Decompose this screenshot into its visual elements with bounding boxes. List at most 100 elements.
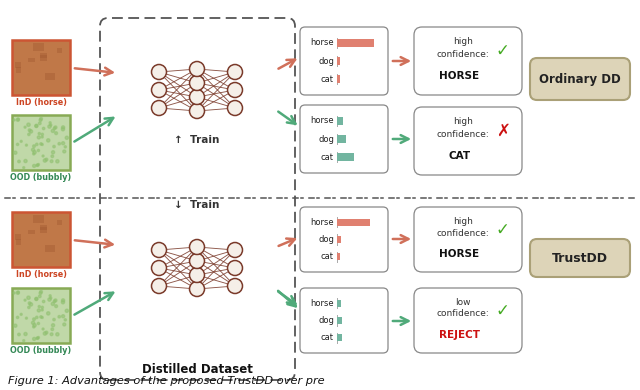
Bar [28, 58, 35, 62]
Text: OOD (bubbly): OOD (bubbly) [10, 346, 72, 355]
Circle shape [152, 101, 166, 115]
Point [37, 304, 47, 310]
Point [51, 130, 61, 136]
Bar [45, 245, 54, 252]
Point [13, 289, 23, 295]
FancyBboxPatch shape [414, 107, 522, 175]
Point [43, 137, 53, 144]
Point [47, 326, 58, 332]
Point [14, 332, 24, 338]
Point [12, 141, 22, 147]
Text: Figure 1: Advantages of the proposed TrustDD over pre: Figure 1: Advantages of the proposed Tru… [8, 376, 324, 386]
Point [32, 162, 42, 168]
Point [35, 120, 45, 126]
Point [31, 296, 42, 302]
Point [34, 303, 44, 310]
Point [60, 317, 70, 323]
Point [28, 147, 38, 153]
Bar [57, 220, 62, 225]
Point [58, 297, 68, 303]
FancyBboxPatch shape [530, 239, 630, 277]
Text: high: high [452, 37, 472, 46]
Point [51, 124, 61, 131]
Text: ✗: ✗ [495, 122, 509, 140]
Point [33, 147, 44, 154]
Point [38, 298, 49, 305]
Point [47, 153, 58, 160]
Circle shape [189, 268, 205, 282]
Point [54, 141, 65, 147]
Bar [12, 288, 70, 343]
Point [29, 143, 39, 149]
Circle shape [152, 83, 166, 98]
Point [37, 314, 47, 321]
Point [52, 158, 63, 165]
Point [61, 308, 72, 314]
Point [49, 125, 60, 131]
Point [40, 158, 50, 164]
FancyBboxPatch shape [414, 27, 522, 95]
Point [38, 153, 48, 159]
Point [45, 295, 56, 301]
Point [16, 138, 26, 144]
Circle shape [152, 261, 166, 275]
Point [36, 141, 46, 147]
Circle shape [152, 64, 166, 80]
Point [51, 303, 61, 309]
Point [24, 300, 35, 306]
Point [14, 158, 24, 165]
Point [42, 330, 52, 336]
Point [24, 131, 34, 138]
Bar [337, 117, 343, 125]
Circle shape [189, 282, 205, 296]
Point [58, 313, 68, 319]
Bar [33, 215, 44, 223]
Circle shape [227, 101, 243, 115]
Text: dog: dog [318, 235, 334, 244]
Point [38, 326, 48, 332]
Circle shape [152, 243, 166, 257]
Text: low: low [455, 298, 470, 307]
Point [52, 331, 63, 337]
Bar [40, 53, 47, 58]
Text: confidence:: confidence: [436, 130, 489, 139]
Point [13, 116, 23, 122]
Point [20, 124, 30, 130]
Point [54, 314, 65, 320]
Text: dog: dog [318, 57, 334, 66]
Point [33, 334, 44, 340]
Bar [40, 55, 47, 61]
Point [29, 151, 39, 157]
Point [29, 322, 40, 328]
Point [35, 117, 45, 123]
Circle shape [189, 103, 205, 119]
Point [45, 122, 56, 128]
FancyBboxPatch shape [300, 105, 388, 173]
Text: horse: horse [310, 299, 334, 308]
Text: CAT: CAT [448, 151, 470, 161]
Point [47, 158, 57, 164]
Bar [337, 253, 340, 261]
Point [33, 320, 44, 326]
Text: dog: dog [318, 135, 334, 144]
Text: OOD (bubbly): OOD (bubbly) [10, 173, 72, 182]
Point [48, 149, 58, 155]
Circle shape [227, 64, 243, 80]
Point [12, 314, 22, 321]
Bar [12, 212, 70, 267]
Point [24, 122, 34, 128]
Bar [337, 334, 342, 342]
Point [9, 117, 19, 123]
FancyBboxPatch shape [530, 58, 630, 100]
Text: TrustDD: TrustDD [552, 252, 608, 264]
Text: ✓: ✓ [495, 42, 509, 60]
Bar [337, 218, 370, 226]
Circle shape [189, 239, 205, 255]
Point [34, 134, 44, 140]
Bar [337, 75, 340, 83]
Point [26, 301, 36, 308]
Point [38, 125, 49, 131]
Bar [17, 239, 20, 245]
Circle shape [227, 278, 243, 294]
Point [10, 149, 20, 156]
